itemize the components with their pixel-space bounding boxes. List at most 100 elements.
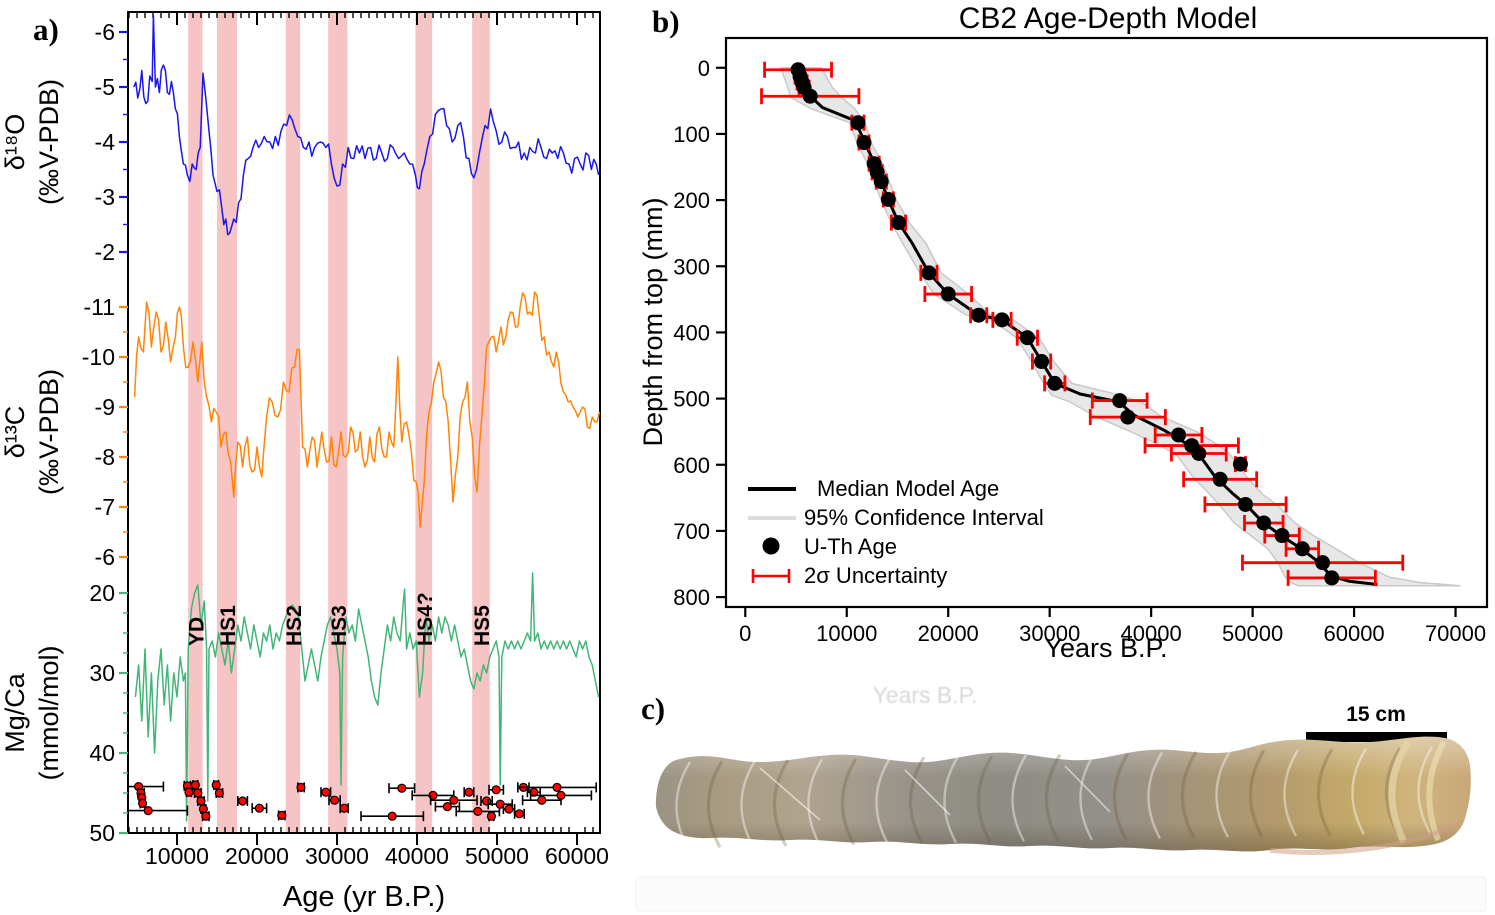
y-tick-label: 0 xyxy=(698,56,710,81)
uth-age-point xyxy=(1171,427,1187,443)
panel-a-frame xyxy=(127,11,601,834)
uth-age-point xyxy=(1034,354,1050,370)
legend-errorbar-swatch xyxy=(751,569,791,583)
d13c-axis-label-line2: (‰V-PDB) xyxy=(34,369,64,495)
y-tick-label: 700 xyxy=(673,519,710,544)
x-tick-label: 70000 xyxy=(1425,621,1486,646)
d13c-axis-label-line1: δ¹³C xyxy=(0,406,30,459)
stadial-band-label: HS5 xyxy=(471,605,494,646)
uth-age-dot xyxy=(556,790,566,801)
x-tick-label: 20000 xyxy=(918,621,979,646)
x-tick-label: 40000 xyxy=(1121,621,1182,646)
panel-b-frame xyxy=(724,36,1489,609)
uth-age-dot xyxy=(321,787,331,797)
x-tick-label: 60000 xyxy=(1323,621,1384,646)
uth-age-point xyxy=(994,312,1010,328)
growth-band xyxy=(807,758,824,846)
x-tick-label: 20000 xyxy=(225,843,289,869)
growth-band xyxy=(1417,746,1434,834)
growth-band xyxy=(1147,751,1164,840)
uth-age-point xyxy=(890,215,906,231)
uth-age-dot xyxy=(397,783,407,793)
x-tick-label: 50000 xyxy=(1222,621,1283,646)
uth-age-point xyxy=(1112,393,1128,409)
uth-age-dot xyxy=(196,796,206,806)
y-tick-label: 20 xyxy=(89,580,115,606)
growth-band xyxy=(875,757,892,845)
uth-age-dot xyxy=(211,780,221,790)
uth-age-dot xyxy=(387,811,397,821)
uth-age-point xyxy=(1294,541,1310,557)
stadial-band-HS4 xyxy=(415,12,433,833)
uth-age-point xyxy=(940,286,956,302)
uth-age-point xyxy=(1212,471,1228,487)
uth-age-dot xyxy=(514,809,525,819)
uth-age-dot xyxy=(442,801,452,812)
growth-band xyxy=(1283,749,1300,837)
panel-b-x-axis-title: Years B.P. xyxy=(1044,633,1167,663)
uth-age-dot xyxy=(486,811,496,821)
panel-c-label: c) xyxy=(641,691,665,726)
y-tick-label: 100 xyxy=(673,122,710,147)
y-tick-label: -6 xyxy=(95,544,115,570)
growth-band xyxy=(1011,754,1028,842)
panel-a-label: a) xyxy=(33,12,59,47)
uth-age-dot xyxy=(296,782,306,793)
legend-ci-label: 95% Confidence Interval xyxy=(804,505,1044,530)
uth-age-dot xyxy=(254,803,264,813)
legend-uth-dot-label: U-Th Age xyxy=(804,534,897,559)
panel-a-proxy-curves xyxy=(133,14,600,822)
stadial-band-label: HS4? xyxy=(414,592,437,646)
stadial-band-HS2 xyxy=(285,12,301,833)
uth-age-point xyxy=(1232,456,1248,472)
uth-age-point xyxy=(802,88,818,104)
stalagmite-photo xyxy=(655,736,1471,855)
uth-age-dot xyxy=(201,811,211,821)
y-tick-label: 40 xyxy=(89,740,115,766)
y-tick-label: 400 xyxy=(673,320,710,345)
stadial-bands xyxy=(188,12,490,833)
growth-band xyxy=(740,760,757,848)
x-tick-label: 40000 xyxy=(385,843,449,869)
y-tick-label: -11 xyxy=(83,294,115,320)
x-tick-label: 30000 xyxy=(305,843,369,869)
underside-tint xyxy=(1269,819,1464,855)
uth-age-dot xyxy=(339,803,349,813)
stadial-band-label: YD xyxy=(185,617,208,646)
stadial-band-label: HS2 xyxy=(283,605,306,646)
panel-b-y-axis-title: Depth from top (mm) xyxy=(638,197,668,446)
stalagmite-shading xyxy=(655,736,1471,852)
cream-band xyxy=(1388,740,1411,844)
ghost-axis-text: Years B.P. xyxy=(873,682,978,708)
x-tick-label: 10000 xyxy=(145,843,209,869)
uth-age-dot xyxy=(138,798,148,809)
y-tick-label: 200 xyxy=(673,188,710,213)
growth-band xyxy=(1044,753,1062,842)
uth-age-point xyxy=(1019,330,1035,346)
growth-band xyxy=(908,756,926,845)
uth-age-point xyxy=(1315,555,1331,571)
x-tick-label: 60000 xyxy=(545,843,609,869)
mgca-axis-label-line2: (mmol/mol) xyxy=(34,646,64,781)
uth-age-point xyxy=(1191,446,1207,462)
y-tick-label: -9 xyxy=(95,394,115,420)
uth-age-dot xyxy=(190,780,200,790)
x-tick-label: 30000 xyxy=(1019,621,1080,646)
d13C-curve xyxy=(133,291,600,528)
y-tick-label: -7 xyxy=(95,494,115,520)
x-tick-label: 10000 xyxy=(816,621,877,646)
uth-age-dot xyxy=(491,785,501,795)
scale-bar-label: 15 cm xyxy=(1346,703,1406,726)
uth-age-dot xyxy=(537,795,547,805)
panel-b-label: b) xyxy=(652,4,680,39)
calcite-streaks xyxy=(759,765,1111,821)
y-tick-label: 600 xyxy=(673,453,710,478)
stadial-band-HS1 xyxy=(217,12,237,833)
uth-age-point xyxy=(880,191,896,207)
growth-band xyxy=(1351,747,1368,836)
y-tick-label: 500 xyxy=(673,387,710,412)
legend-uth-dot-swatch xyxy=(762,537,780,555)
x-tick-label: 0 xyxy=(739,621,751,646)
panel-a-x-axis-title: Age (yr B.P.) xyxy=(283,881,445,913)
uth-age-dot xyxy=(214,788,224,798)
